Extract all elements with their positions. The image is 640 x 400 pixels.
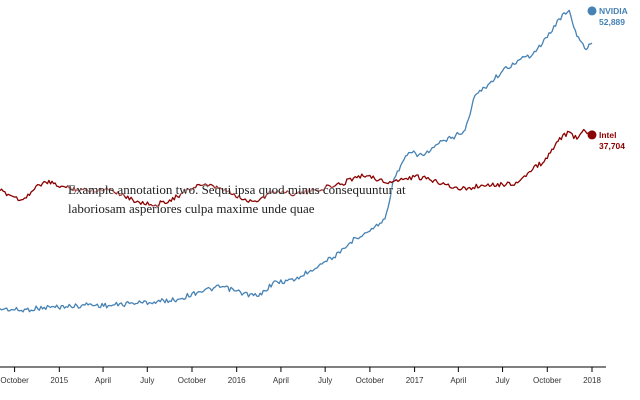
x-axis-ticks: October 2015 April July October 2016 April July… xyxy=(0,367,601,385)
series-name-label: Intel xyxy=(599,130,616,140)
x-tick-label: October xyxy=(178,376,207,385)
series-value-label: 52,889 xyxy=(599,17,625,27)
x-tick-label: July xyxy=(318,376,332,385)
x-tick-label: October xyxy=(0,376,29,385)
x-tick-label: October xyxy=(533,376,562,385)
x-tick-label: July xyxy=(140,376,154,385)
series-end-marker xyxy=(587,130,597,140)
x-tick-label: April xyxy=(450,376,466,385)
x-tick-label: 2016 xyxy=(228,376,246,385)
x-tick-label: October xyxy=(356,376,385,385)
x-tick-label: 2018 xyxy=(583,376,601,385)
series-lines xyxy=(0,9,593,313)
x-tick-label: April xyxy=(95,376,111,385)
series-line-nvidia xyxy=(0,9,593,313)
series-value-label: 37,704 xyxy=(599,141,625,151)
series-end-marker xyxy=(587,6,597,16)
series-line-intel xyxy=(0,128,593,208)
x-tick-label: 2015 xyxy=(50,376,68,385)
x-tick-label: July xyxy=(495,376,509,385)
series-name-label: NVIDIA xyxy=(599,6,628,16)
annotation-text: Example annotation two. Sequi ipsa quod … xyxy=(68,182,406,216)
x-tick-label: April xyxy=(273,376,289,385)
x-tick-label: 2017 xyxy=(406,376,424,385)
